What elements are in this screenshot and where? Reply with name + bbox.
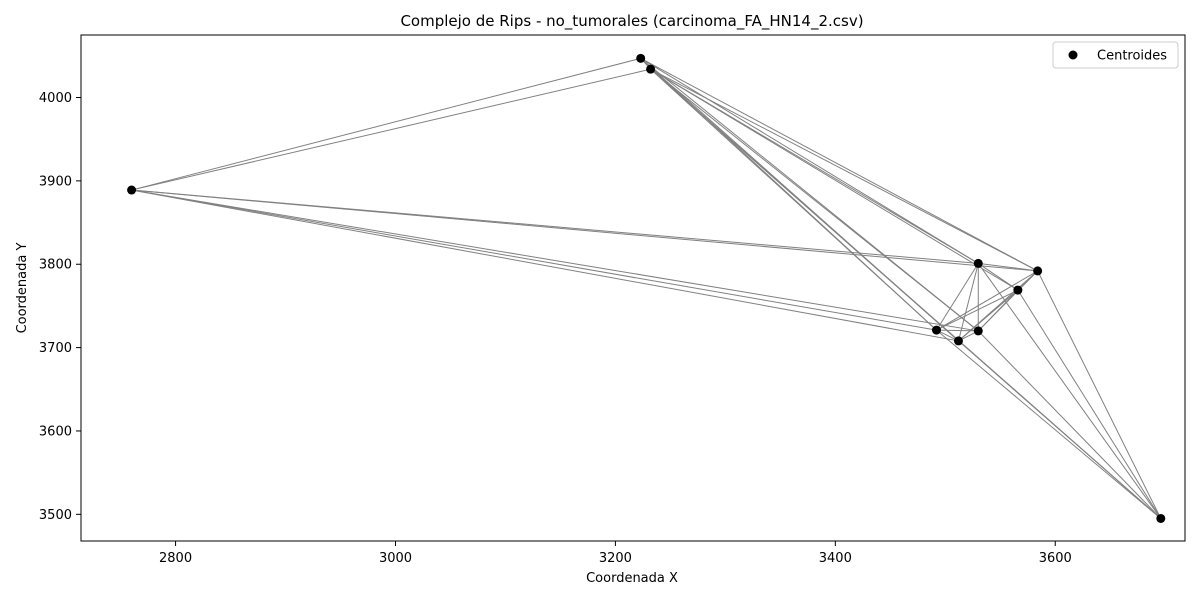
edge-0 xyxy=(131,57,641,191)
legend-marker xyxy=(1068,50,1078,60)
points-layer xyxy=(127,53,1166,523)
edge-40 xyxy=(958,340,1162,519)
x-tick-label: 3200 xyxy=(599,551,632,566)
edge-15 xyxy=(650,68,1019,291)
centroid-point-5 xyxy=(1013,285,1023,295)
y-tick-label: 3900 xyxy=(39,174,72,189)
centroid-point-3 xyxy=(973,258,983,268)
centroid-point-1 xyxy=(636,53,646,63)
edge-34 xyxy=(1017,289,1162,519)
edge-4 xyxy=(131,189,937,331)
legend: Centroides xyxy=(1052,41,1179,69)
edge-27 xyxy=(936,270,1038,331)
y-ticks: 3500 3600 3700 3800 3900 4000 xyxy=(39,91,81,523)
edge-6 xyxy=(131,189,959,342)
edge-24 xyxy=(957,263,979,342)
x-tick-label: 3000 xyxy=(379,551,412,566)
plot-frame xyxy=(80,34,1186,542)
y-tick-label: 3500 xyxy=(39,508,72,523)
centroid-point-4 xyxy=(1033,266,1043,276)
y-tick-label: 4000 xyxy=(39,91,72,106)
legend-label: Centroides xyxy=(1097,49,1167,64)
x-tick-label: 3400 xyxy=(819,551,852,566)
centroid-point-7 xyxy=(973,326,983,336)
edge-21 xyxy=(977,262,1019,291)
edge-37 xyxy=(936,329,1162,519)
edge-3 xyxy=(131,189,1038,272)
x-tick-label: 3600 xyxy=(1039,551,1072,566)
centroid-point-9 xyxy=(1156,513,1166,523)
edge-39 xyxy=(977,330,1162,519)
edge-9 xyxy=(640,57,1038,272)
x-tick-label: 2800 xyxy=(159,551,192,566)
edge-5 xyxy=(131,189,979,332)
edge-33 xyxy=(958,289,1019,342)
edge-20 xyxy=(978,262,1038,272)
centroid-point-2 xyxy=(646,64,656,74)
y-tick-label: 3800 xyxy=(39,258,72,273)
edge-30 xyxy=(1037,270,1162,519)
edge-8 xyxy=(640,57,979,264)
x-axis-label: Coordenada X xyxy=(586,571,678,586)
edge-16 xyxy=(650,68,937,331)
edge-32 xyxy=(977,289,1019,332)
edge-25 xyxy=(977,263,1162,519)
edge-14 xyxy=(650,68,1038,272)
chart-title: Complejo de Rips - no_tumorales (carcino… xyxy=(400,12,863,31)
y-tick-label: 3700 xyxy=(39,341,72,356)
centroid-point-0 xyxy=(127,185,137,195)
centroid-point-8 xyxy=(953,336,963,346)
centroid-point-6 xyxy=(931,325,941,335)
y-tick-label: 3600 xyxy=(39,424,72,439)
x-ticks: 2800 3000 3200 3400 3600 xyxy=(159,541,1072,566)
edge-17 xyxy=(650,68,979,332)
legend-box xyxy=(1052,41,1179,69)
edge-22 xyxy=(936,263,979,331)
edge-31 xyxy=(936,289,1019,331)
edge-1 xyxy=(131,68,651,191)
edge-35 xyxy=(936,329,979,332)
edges-layer xyxy=(131,57,1162,519)
y-axis-label: Coordenada Y xyxy=(15,243,30,334)
